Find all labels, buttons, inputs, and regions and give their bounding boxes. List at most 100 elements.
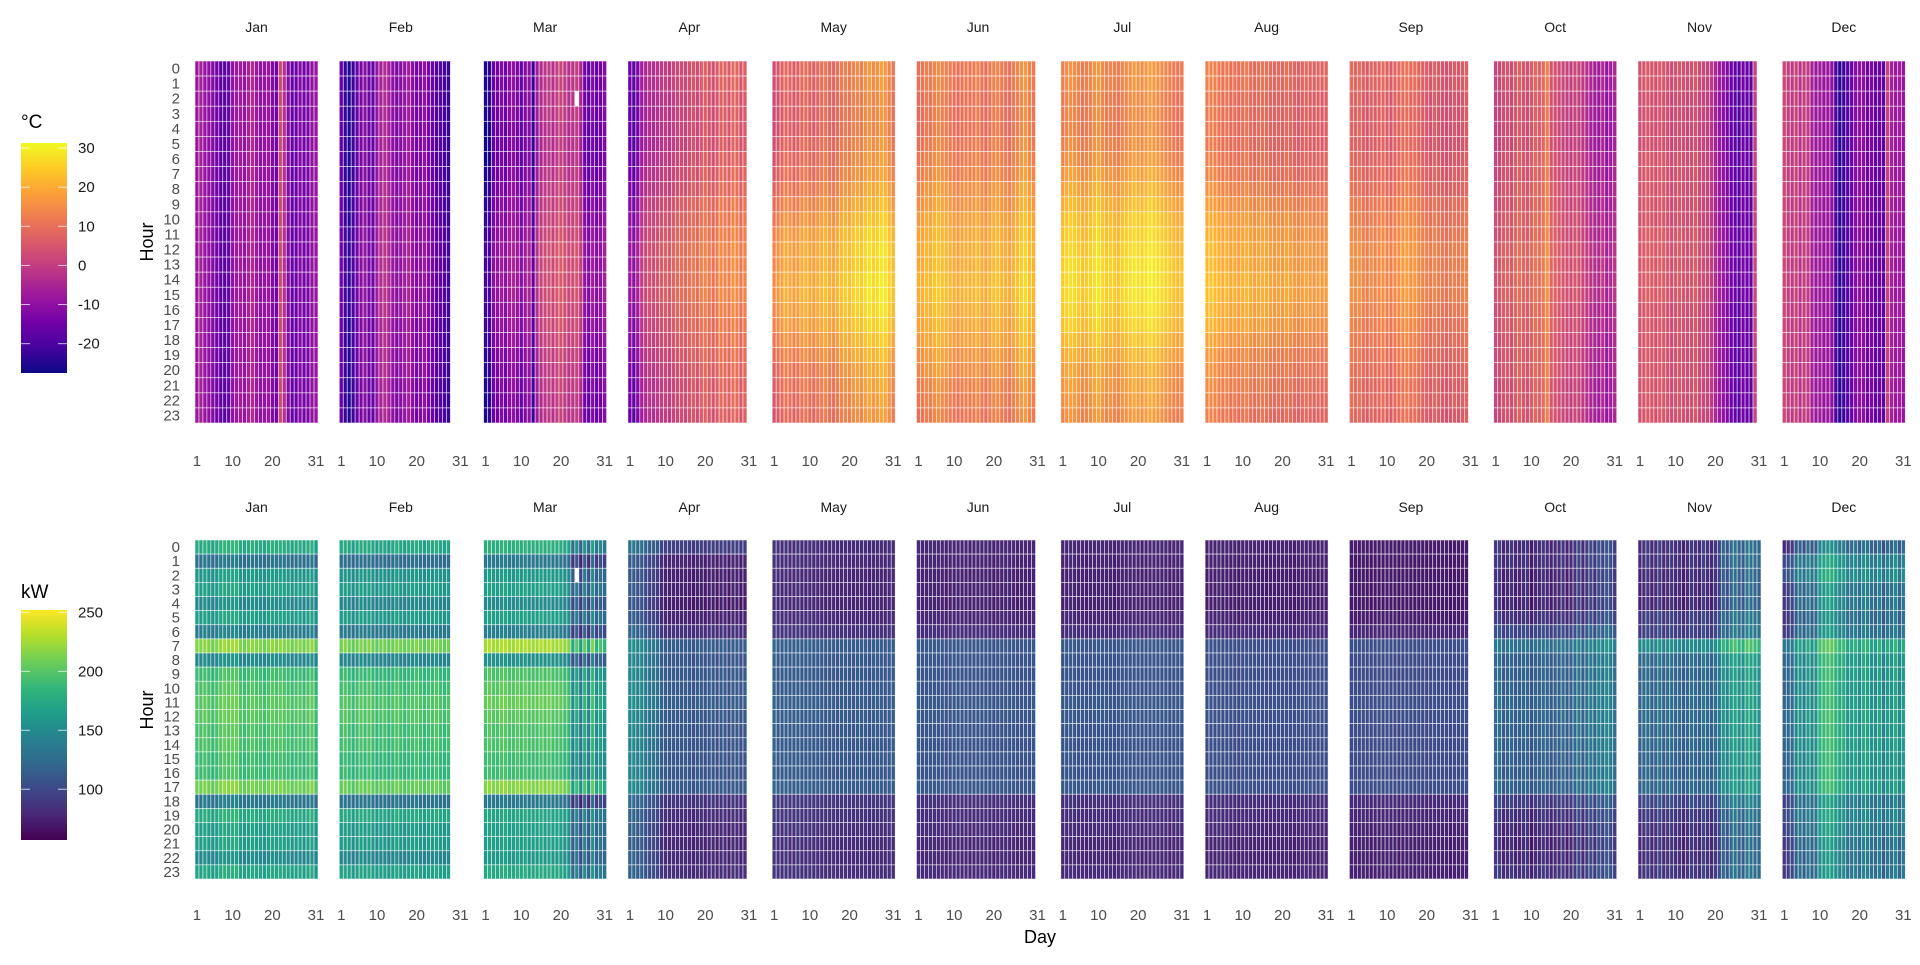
temperature-cell	[932, 348, 936, 363]
temperature-cell	[203, 317, 207, 332]
temperature-cell	[784, 136, 788, 151]
temperature-cell	[563, 348, 567, 363]
temperature-cell	[387, 393, 391, 408]
temperature-cell	[555, 227, 559, 242]
temperature-cell	[660, 61, 664, 76]
temperature-cell	[567, 167, 571, 182]
temperature-cell	[972, 197, 976, 212]
temperature-cell	[1028, 393, 1032, 408]
temperature-cell	[948, 167, 952, 182]
temperature-cell	[940, 76, 944, 91]
temperature-cell	[968, 333, 972, 348]
temperature-cell	[547, 333, 551, 348]
temperature-cell	[531, 317, 535, 332]
temperature-cell	[936, 242, 940, 257]
temperature-cell	[676, 272, 680, 287]
temperature-cell	[306, 106, 310, 121]
temperature-cell	[523, 242, 527, 257]
temperature-cell	[207, 167, 211, 182]
temperature-cell	[535, 167, 539, 182]
temperature-cell	[879, 167, 883, 182]
temperature-cell	[796, 317, 800, 332]
temperature-cell	[920, 393, 924, 408]
temperature-cell	[391, 167, 395, 182]
temperature-day-tick-label: 10	[657, 453, 674, 470]
temperature-cell	[1128, 272, 1132, 287]
temperature-cell	[383, 257, 387, 272]
temperature-cell	[628, 136, 632, 151]
temperature-cell	[863, 393, 867, 408]
temperature-cell	[438, 348, 442, 363]
temperature-cell	[298, 61, 302, 76]
temperature-day-tick-label: 20	[697, 453, 714, 470]
temperature-cell	[1136, 393, 1140, 408]
temperature-cell	[664, 242, 668, 257]
temperature-cell	[211, 106, 215, 121]
temperature-cell	[1120, 302, 1124, 317]
temperature-cell	[535, 76, 539, 91]
temperature-cell	[247, 106, 251, 121]
temperature-cell	[964, 106, 968, 121]
temperature-cell	[535, 333, 539, 348]
temperature-cell	[543, 212, 547, 227]
temperature-cell	[427, 287, 431, 302]
temperature-cell	[1065, 333, 1069, 348]
temperature-cell	[399, 333, 403, 348]
temperature-cell	[563, 212, 567, 227]
temperature-cell	[808, 302, 812, 317]
temperature-cell	[820, 106, 824, 121]
temperature-cell	[286, 167, 290, 182]
temperature-cell	[863, 182, 867, 197]
temperature-cell	[1120, 333, 1124, 348]
temperature-cell	[359, 257, 363, 272]
temperature-cell	[379, 317, 383, 332]
temperature-cell	[215, 136, 219, 151]
temperature-cell	[235, 152, 239, 167]
temperature-cell	[920, 76, 924, 91]
temperature-cell	[438, 302, 442, 317]
temperature-cell	[535, 408, 539, 423]
temperature-cell	[1104, 272, 1108, 287]
temperature-cell	[1097, 378, 1101, 393]
temperature-cell	[920, 121, 924, 136]
temperature-cell	[1020, 408, 1024, 423]
temperature-cell	[531, 76, 535, 91]
temperature-cell	[1089, 257, 1093, 272]
temperature-cell	[567, 91, 571, 106]
temperature-cell	[699, 121, 703, 136]
temperature-cell	[195, 287, 199, 302]
temperature-cell	[683, 76, 687, 91]
temperature-cell	[310, 91, 314, 106]
temperature-cell	[956, 182, 960, 197]
temperature-cell	[687, 61, 691, 76]
temperature-cell	[195, 393, 199, 408]
temperature-cell	[804, 91, 808, 106]
temperature-cell	[563, 257, 567, 272]
temperature-cell	[1093, 167, 1097, 182]
temperature-cell	[515, 136, 519, 151]
temperature-cell	[223, 182, 227, 197]
temperature-cell	[551, 333, 555, 348]
temperature-cell	[648, 227, 652, 242]
temperature-cell	[559, 378, 563, 393]
temperature-cell	[547, 287, 551, 302]
temperature-cell	[679, 242, 683, 257]
temperature-cell	[294, 76, 298, 91]
temperature-cell	[579, 333, 583, 348]
temperature-cell	[820, 136, 824, 151]
temperature-cell	[278, 242, 282, 257]
temperature-cell	[415, 61, 419, 76]
temperature-cell	[239, 121, 243, 136]
temperature-cell	[211, 197, 215, 212]
temperature-cell	[543, 152, 547, 167]
temperature-cell	[928, 227, 932, 242]
temperature-cell	[984, 182, 988, 197]
temperature-cell	[367, 76, 371, 91]
temperature-cell	[379, 242, 383, 257]
temperature-cell	[699, 333, 703, 348]
temperature-cell	[660, 152, 664, 167]
temperature-cell	[936, 408, 940, 423]
temperature-cell	[976, 61, 980, 76]
temperature-cell	[1077, 348, 1081, 363]
temperature-cell	[632, 393, 636, 408]
